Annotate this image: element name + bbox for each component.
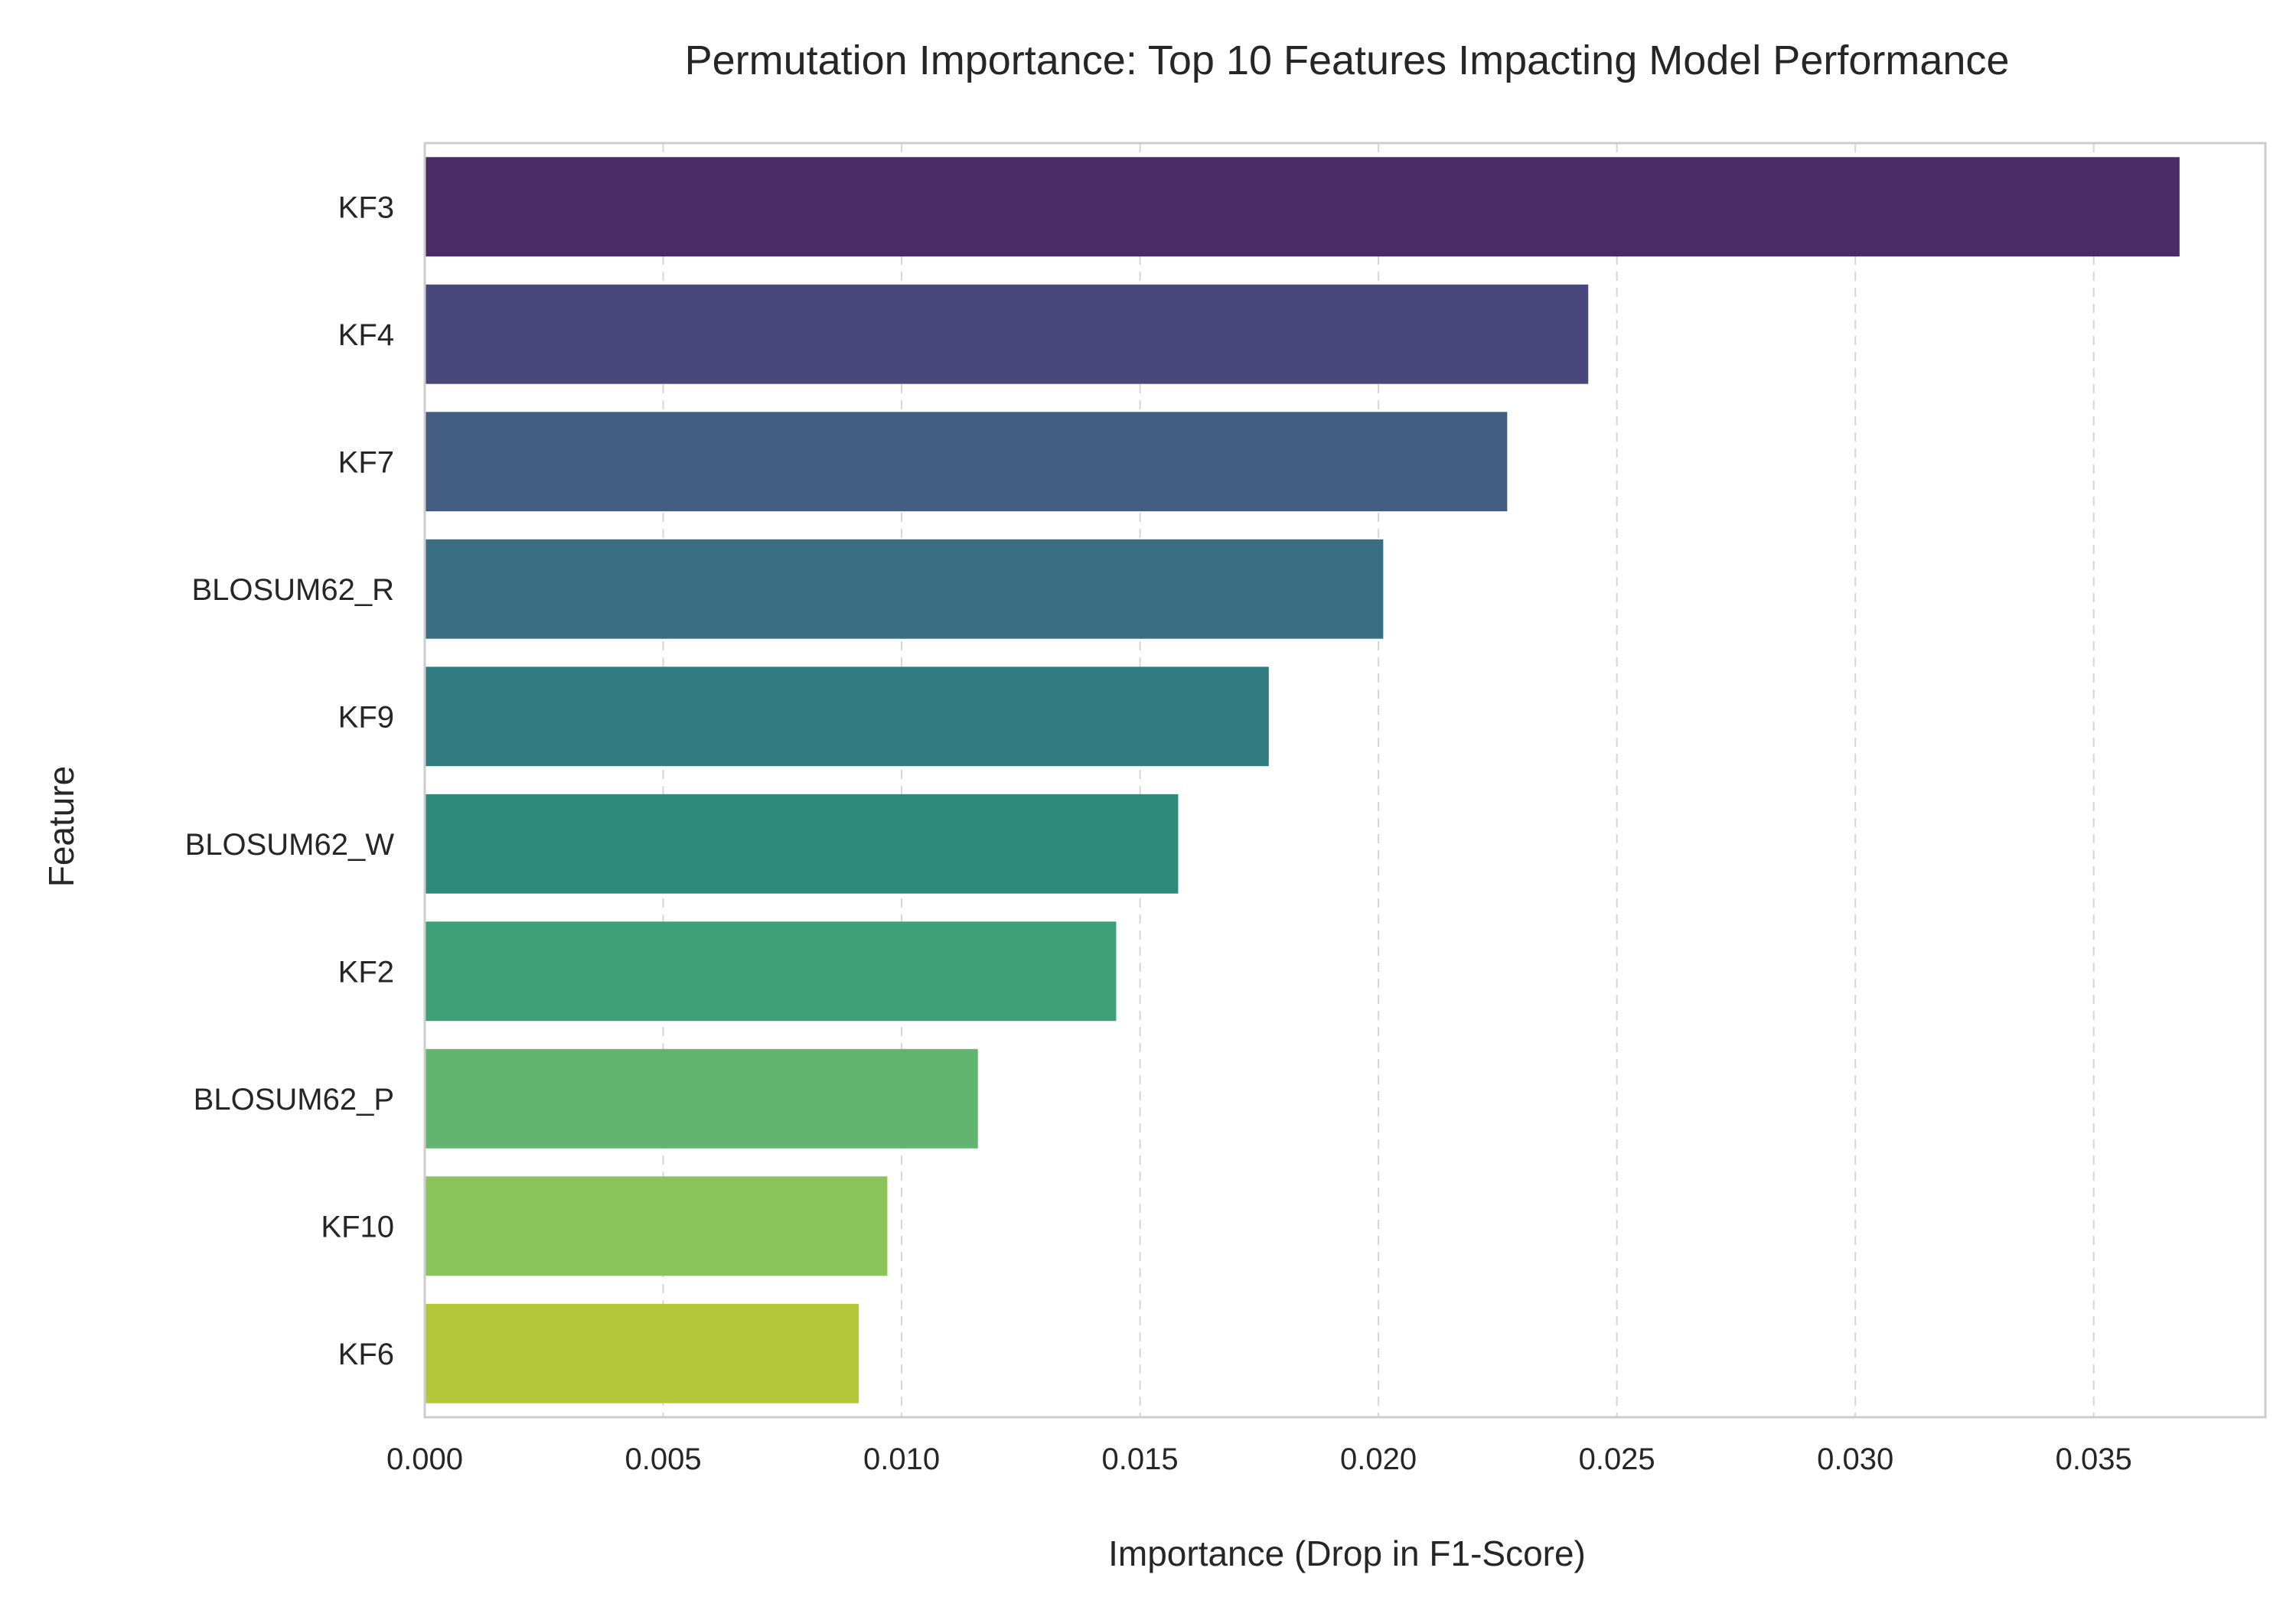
x-tick-label: 0.025: [1579, 1442, 1655, 1476]
y-tick-label: KF2: [338, 955, 394, 989]
x-axis-label: Importance (Drop in F1-Score): [1108, 1534, 1586, 1573]
y-axis-label: Feature: [41, 766, 81, 888]
y-tick-label: KF10: [321, 1210, 394, 1244]
x-tick-label: 0.000: [386, 1442, 463, 1476]
x-tick-labels: 0.000 0.005 0.010 0.015 0.020 0.025 0.030 0.035: [386, 1442, 2132, 1476]
bar-series: [426, 157, 2180, 1403]
x-tick-label: 0.030: [1817, 1442, 1893, 1476]
bar-kf2: [426, 921, 1117, 1022]
bar-kf3: [426, 157, 2180, 257]
y-tick-label: BLOSUM62_W: [185, 828, 395, 862]
y-tick-label: KF6: [338, 1338, 394, 1371]
y-tick-label: BLOSUM62_R: [191, 573, 394, 607]
bar-kf6: [426, 1303, 859, 1403]
bar-kf7: [426, 412, 1508, 512]
bar-blosum62-r: [426, 539, 1384, 639]
bar-kf10: [426, 1176, 888, 1276]
y-tick-label: KF4: [338, 318, 394, 352]
bar-kf4: [426, 284, 1589, 384]
x-tick-label: 0.015: [1102, 1442, 1179, 1476]
y-tick-label: KF9: [338, 700, 394, 734]
bar-blosum62-p: [426, 1048, 978, 1149]
y-tick-label: BLOSUM62_P: [194, 1083, 394, 1116]
bar-blosum62-w: [426, 794, 1179, 894]
chart-title: Permutation Importance: Top 10 Features …: [685, 37, 2010, 83]
x-tick-label: 0.035: [2056, 1442, 2132, 1476]
x-tick-label: 0.010: [863, 1442, 940, 1476]
y-tick-label: KF7: [338, 445, 394, 479]
y-tick-label: KF3: [338, 191, 394, 224]
x-tick-label: 0.005: [625, 1442, 701, 1476]
y-tick-labels: KF3 KF4 KF7 BLOSUM62_R KF9 BLOSUM62_W KF2 BLOSU…: [185, 191, 395, 1371]
plot-frame: [423, 142, 2267, 1419]
x-tick-label: 0.020: [1340, 1442, 1417, 1476]
bar-kf9: [426, 667, 1269, 767]
